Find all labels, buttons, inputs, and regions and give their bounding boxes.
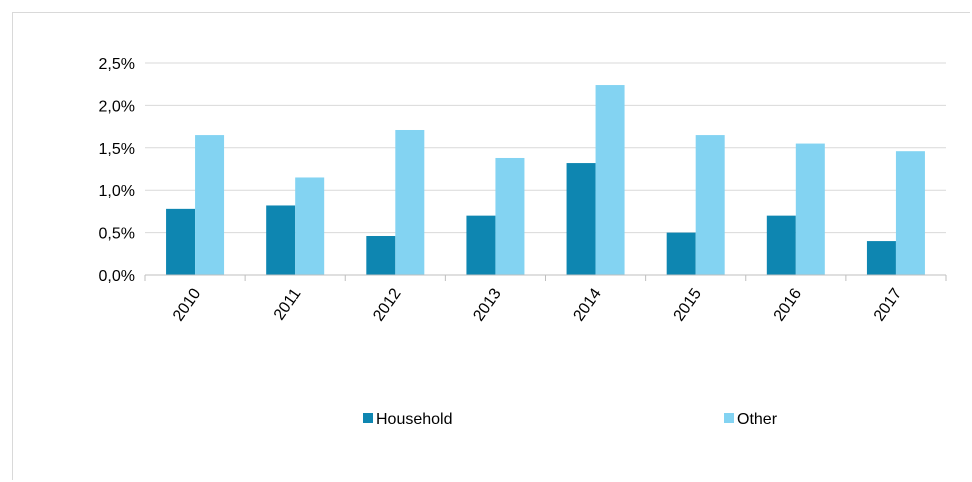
bar-other-2014 [595, 85, 625, 275]
bar-other-2010 [195, 135, 225, 275]
bar-household-2016 [766, 215, 796, 275]
legend-label-other: Other [737, 411, 778, 428]
legend-label-household: Household [376, 411, 453, 428]
bar-other-2015 [695, 135, 725, 275]
x-tick-label: 2017 [871, 285, 905, 324]
x-tick-label: 2015 [671, 285, 705, 324]
x-tick-label: 2010 [170, 285, 204, 324]
legend-swatch-other [724, 413, 734, 423]
y-tick-label: 2,5% [99, 56, 135, 73]
legend-swatch-household [363, 413, 373, 423]
x-tick-label: 2013 [470, 285, 504, 324]
gridlines [145, 62, 946, 234]
y-axis-ticks: 0,0% 0,5% 1,0% 1,5% 2,0% 2,5% [99, 56, 135, 285]
x-tick-label: 2016 [771, 285, 805, 324]
bar-other-2013 [495, 157, 525, 275]
bar-other-2016 [795, 143, 825, 275]
y-tick-label: 0,5% [99, 226, 135, 243]
bar-household-2012 [366, 235, 396, 275]
x-tick-label: 2011 [271, 285, 305, 323]
bar-household-2015 [666, 232, 696, 275]
x-tick-label: 2014 [570, 285, 604, 324]
bar-other-2012 [395, 129, 425, 275]
bar-household-2014 [566, 163, 596, 275]
x-axis-ticks: 2010 2011 2012 2013 2014 2015 2016 2017 [144, 275, 947, 324]
y-tick-label: 2,0% [99, 98, 135, 115]
y-tick-label: 1,5% [99, 141, 135, 158]
chart-frame [12, 12, 970, 480]
bar-other-2011 [295, 177, 325, 275]
bar-household-2017 [866, 241, 896, 275]
bar-household-2011 [266, 205, 296, 275]
y-tick-label: 0,0% [99, 268, 135, 285]
bar-household-2010 [166, 208, 196, 275]
y-tick-label: 1,0% [99, 183, 135, 200]
bar-household-2013 [466, 215, 496, 275]
x-tick-label: 2012 [370, 285, 404, 324]
legend: Household Other [363, 411, 778, 428]
bars [166, 85, 925, 275]
bar-other-2017 [895, 151, 925, 275]
